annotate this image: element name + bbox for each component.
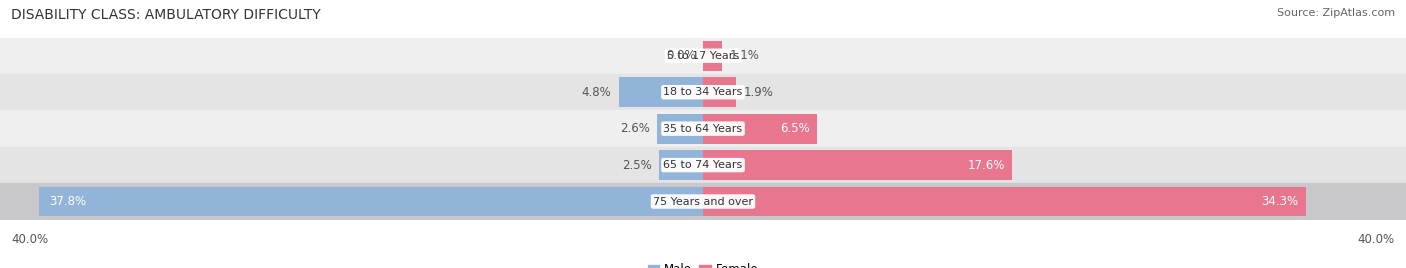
- Text: 4.8%: 4.8%: [582, 86, 612, 99]
- Bar: [703, 41, 723, 71]
- Text: 75 Years and over: 75 Years and over: [652, 196, 754, 207]
- Text: 17.6%: 17.6%: [967, 159, 1005, 172]
- Text: 0.0%: 0.0%: [666, 49, 696, 62]
- Text: 2.6%: 2.6%: [620, 122, 650, 135]
- Bar: [39, 187, 703, 217]
- Text: 34.3%: 34.3%: [1261, 195, 1299, 208]
- Text: 65 to 74 Years: 65 to 74 Years: [664, 160, 742, 170]
- Bar: [0, 110, 1406, 147]
- Text: Source: ZipAtlas.com: Source: ZipAtlas.com: [1277, 8, 1395, 18]
- Text: 2.5%: 2.5%: [623, 159, 652, 172]
- Text: 40.0%: 40.0%: [1358, 233, 1395, 246]
- Bar: [703, 77, 737, 107]
- Bar: [703, 187, 1306, 217]
- Text: 18 to 34 Years: 18 to 34 Years: [664, 87, 742, 97]
- Bar: [0, 183, 1406, 220]
- Bar: [657, 114, 703, 144]
- Text: 40.0%: 40.0%: [11, 233, 48, 246]
- Text: 1.1%: 1.1%: [730, 49, 759, 62]
- Legend: Male, Female: Male, Female: [643, 258, 763, 268]
- Bar: [0, 147, 1406, 183]
- Text: 35 to 64 Years: 35 to 64 Years: [664, 124, 742, 134]
- Text: DISABILITY CLASS: AMBULATORY DIFFICULTY: DISABILITY CLASS: AMBULATORY DIFFICULTY: [11, 8, 321, 22]
- Bar: [0, 74, 1406, 110]
- Text: 37.8%: 37.8%: [49, 195, 86, 208]
- Text: 1.9%: 1.9%: [744, 86, 773, 99]
- Bar: [703, 114, 817, 144]
- Bar: [0, 38, 1406, 74]
- Bar: [619, 77, 703, 107]
- Bar: [703, 150, 1012, 180]
- Text: 5 to 17 Years: 5 to 17 Years: [666, 51, 740, 61]
- Bar: [659, 150, 703, 180]
- Text: 6.5%: 6.5%: [780, 122, 810, 135]
